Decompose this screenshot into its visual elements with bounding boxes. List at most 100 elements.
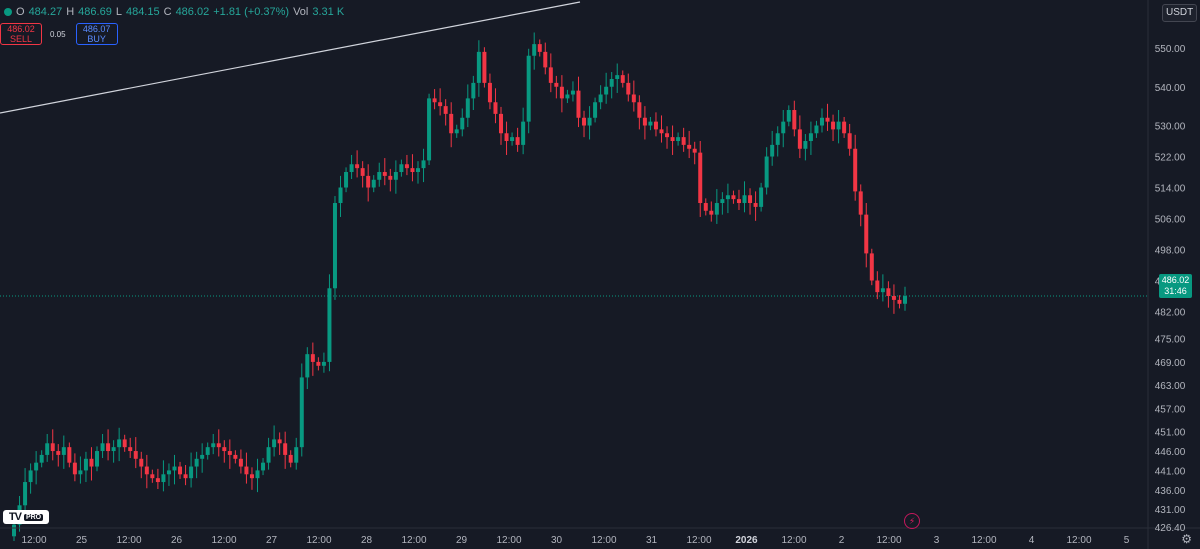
time-tick-label: 12:00 [781, 535, 806, 546]
candle-body [570, 90, 575, 95]
time-tick-label: 12:00 [496, 535, 521, 546]
candle-body [410, 168, 415, 173]
candle-body [155, 478, 160, 483]
last-price-value: 486.02 [1161, 275, 1190, 285]
price-tick-label: 446.00 [1155, 447, 1186, 458]
candle-body [338, 187, 343, 204]
candle-body [515, 137, 520, 145]
candle-body [703, 203, 708, 211]
candle-body [836, 121, 841, 130]
buy-label: BUY [87, 33, 106, 44]
spread-value: 0.05 [50, 29, 66, 39]
candle-body [853, 148, 858, 192]
candle-body [620, 75, 625, 83]
candle-body [554, 82, 559, 87]
candle-body [786, 110, 791, 122]
time-tick-label: 12:00 [21, 535, 46, 546]
candle-body [288, 454, 293, 463]
candle-body [759, 187, 764, 207]
candle-body [100, 443, 105, 452]
candle-body [56, 451, 61, 455]
price-tick-label: 482.00 [1155, 308, 1186, 319]
price-tick-label: 431.00 [1155, 505, 1186, 516]
candle-body [648, 121, 653, 126]
candle-body [238, 458, 243, 467]
candle-body [133, 451, 138, 459]
tradingview-logo[interactable]: TV PRO [3, 510, 49, 524]
ohlc-legend: O 484.27 H 486.69 L 484.15 C 486.02 +1.81 (+… [4, 6, 344, 18]
candle-body [764, 156, 769, 188]
candle-body [310, 354, 315, 362]
candle-body [460, 117, 465, 130]
price-tick-label: 451.00 [1155, 428, 1186, 439]
time-tick-label: 5 [1124, 535, 1130, 546]
close-value: 486.02 [175, 6, 210, 18]
candle-body [548, 67, 553, 83]
candle-body [676, 137, 681, 142]
candle-body [598, 94, 603, 103]
candle-body [321, 361, 326, 366]
candle-body [593, 102, 598, 118]
gear-icon[interactable]: ⚙ [1181, 532, 1192, 546]
candle-body [371, 179, 376, 188]
candle-body [39, 454, 44, 463]
candle-body [216, 443, 221, 448]
candle-body [194, 458, 199, 467]
candle-body [886, 288, 891, 297]
change-value: +1.81 (+0.37%) [213, 6, 290, 18]
candle-body [255, 470, 260, 479]
candle-body [178, 466, 183, 475]
lightning-icon[interactable]: ⚡ [904, 513, 920, 529]
price-tick-label: 514.00 [1155, 184, 1186, 195]
volume-label: Vol [293, 6, 309, 18]
candle-body [576, 90, 581, 118]
time-axis: 12:00 25 12:00 26 12:00 27 12:00 28 12:00 29 12:00… [21, 535, 1129, 546]
candle-body [128, 447, 133, 452]
candle-body [421, 160, 426, 169]
sell-button[interactable]: 486.02 SELL [0, 23, 42, 45]
candle-body [12, 524, 16, 537]
candle-body [687, 144, 692, 149]
candle-body [305, 354, 310, 378]
price-tick-label: 441.00 [1155, 466, 1186, 477]
time-tick-label: 30 [551, 535, 563, 546]
candle-body [227, 451, 232, 455]
close-label: C [163, 6, 172, 18]
buy-button[interactable]: 486.07 BUY [75, 23, 118, 45]
candle-body [23, 482, 28, 506]
candle-body [831, 121, 836, 130]
candle-body [847, 133, 852, 149]
candle-body [465, 98, 470, 118]
price-tick-label: 506.00 [1155, 215, 1186, 226]
candle-body [714, 203, 719, 215]
candle-body [399, 164, 404, 173]
candle-body [731, 195, 736, 200]
candle-body [692, 148, 697, 153]
time-tick-label: 29 [456, 535, 468, 546]
high-label: H [66, 6, 75, 18]
candle-body [244, 466, 249, 475]
candle-body [272, 439, 277, 448]
candle-body [111, 447, 116, 452]
candle-body [653, 121, 658, 130]
candle-body [482, 51, 487, 83]
candle-body [106, 443, 111, 452]
candle-body [814, 125, 819, 134]
candle-body [559, 86, 564, 99]
candle-body [864, 214, 869, 254]
candle-body [587, 117, 592, 126]
time-tick-label: 12:00 [876, 535, 901, 546]
candle-body [200, 454, 205, 459]
bar-countdown: 31:46 [1164, 286, 1187, 296]
open-label: O [16, 6, 25, 18]
currency-selector[interactable]: USDT [1162, 4, 1197, 22]
candle-body [537, 44, 542, 52]
candle-body [233, 454, 238, 459]
low-value: 484.15 [125, 6, 160, 18]
volume-value: 3.31 K [312, 6, 345, 18]
candle-body [510, 137, 515, 142]
candle-body [903, 296, 907, 304]
candle-body [609, 79, 614, 87]
candle-body [316, 361, 321, 366]
